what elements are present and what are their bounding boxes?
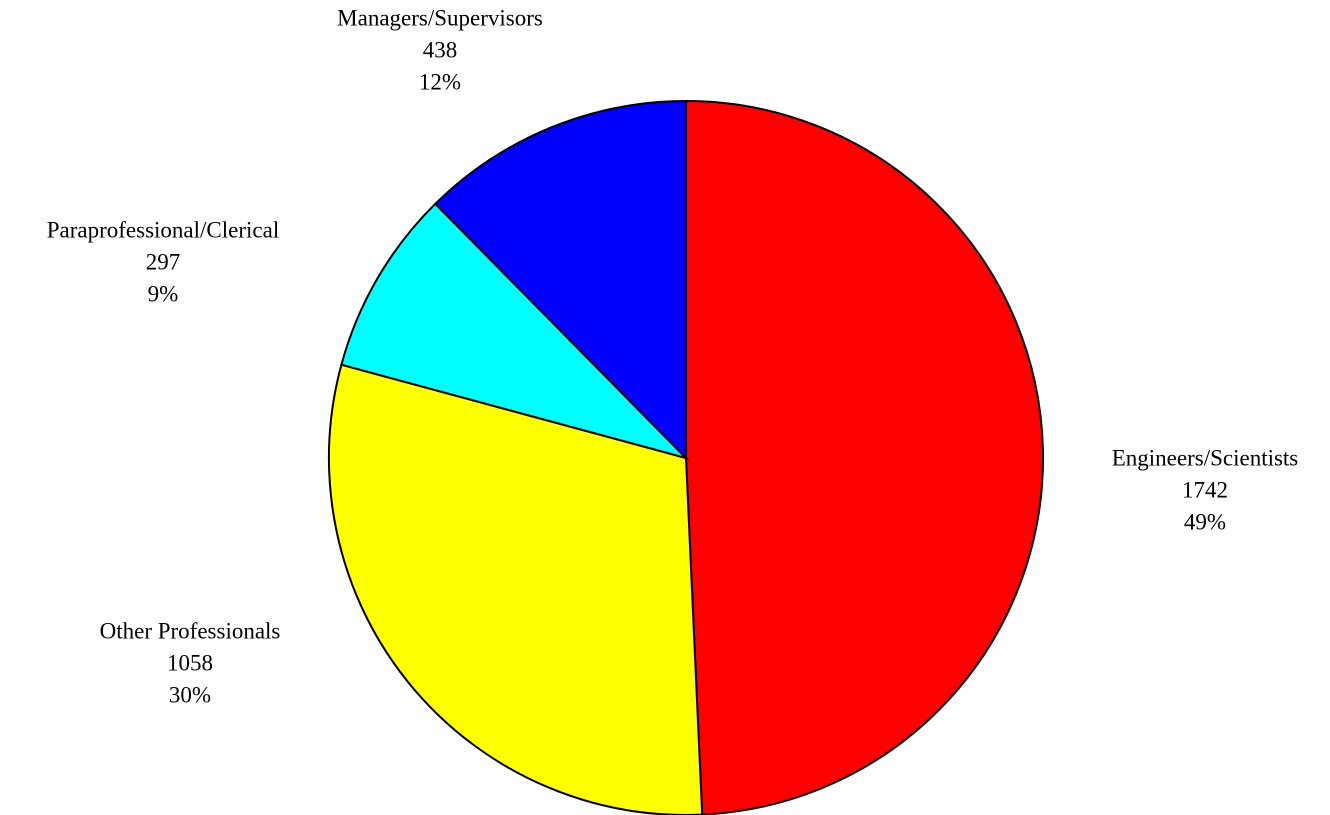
- slice-percent: 30%: [169, 682, 211, 707]
- pie-slice: [328, 363, 704, 815]
- slice-label: Managers/Supervisors: [337, 5, 543, 30]
- slice-label: Other Professionals: [100, 618, 281, 643]
- slice-percent: 12%: [419, 69, 461, 94]
- pie-slice: [685, 99, 1044, 815]
- slice-percent: 9%: [148, 281, 179, 306]
- slice-percent: 49%: [1184, 509, 1226, 534]
- slice-value: 438: [423, 37, 458, 62]
- pie-slice: [340, 202, 690, 460]
- pie-slice: [433, 99, 687, 461]
- slice-value: 297: [146, 249, 181, 274]
- slice-value: 1058: [167, 650, 213, 675]
- slice-label: Engineers/Scientists: [1112, 445, 1299, 470]
- slice-value: 1742: [1182, 477, 1228, 502]
- slice-label: Paraprofessional/Clerical: [47, 217, 279, 242]
